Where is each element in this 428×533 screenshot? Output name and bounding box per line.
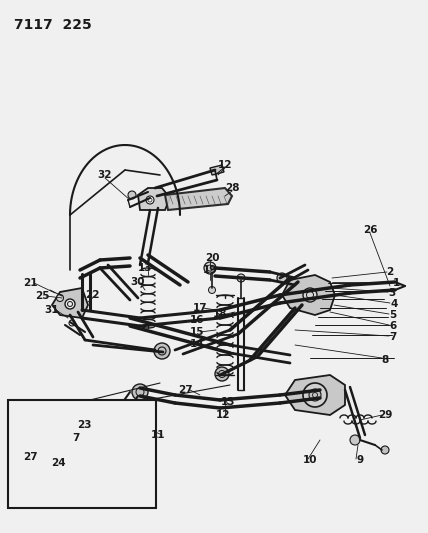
Circle shape (204, 262, 216, 274)
Circle shape (146, 196, 154, 204)
Polygon shape (210, 165, 224, 175)
Text: 6: 6 (389, 321, 397, 331)
Circle shape (129, 447, 137, 455)
Text: 2: 2 (386, 267, 394, 277)
Text: 13: 13 (138, 263, 152, 273)
Text: 7: 7 (72, 433, 80, 443)
Circle shape (65, 299, 75, 309)
Text: 18: 18 (213, 309, 227, 319)
Circle shape (208, 287, 216, 294)
Text: 23: 23 (77, 420, 91, 430)
Text: 29: 29 (378, 410, 392, 420)
Polygon shape (62, 416, 100, 455)
Text: 10: 10 (303, 455, 317, 465)
Circle shape (71, 418, 78, 425)
Text: 11: 11 (151, 430, 165, 440)
Circle shape (237, 274, 245, 282)
Circle shape (350, 435, 360, 445)
Text: 25: 25 (35, 291, 49, 301)
Polygon shape (52, 288, 88, 318)
Polygon shape (282, 275, 335, 315)
Text: 27: 27 (23, 452, 37, 462)
Bar (8, 400, 156, 508)
Circle shape (109, 416, 121, 428)
Text: 20: 20 (205, 253, 219, 263)
Text: 22: 22 (85, 290, 99, 300)
Circle shape (154, 343, 170, 359)
Text: 15: 15 (190, 327, 204, 337)
Text: 28: 28 (225, 183, 239, 193)
Text: 19: 19 (203, 265, 217, 275)
Circle shape (309, 389, 321, 401)
Text: 7117  225: 7117 225 (14, 18, 92, 32)
Circle shape (277, 273, 287, 283)
Text: 27: 27 (178, 385, 192, 395)
Circle shape (313, 387, 327, 401)
Text: 32: 32 (98, 170, 112, 180)
Text: 12: 12 (218, 160, 232, 170)
Circle shape (56, 295, 63, 302)
Circle shape (128, 191, 136, 199)
Text: 7: 7 (389, 332, 397, 342)
Text: 5: 5 (389, 310, 397, 320)
Text: 8: 8 (381, 355, 389, 365)
Text: 31: 31 (45, 305, 59, 315)
Text: 30: 30 (131, 277, 145, 287)
Circle shape (303, 288, 317, 302)
Circle shape (381, 446, 389, 454)
Text: 26: 26 (363, 225, 377, 235)
Text: 14: 14 (190, 339, 204, 349)
Text: 21: 21 (23, 278, 37, 288)
Circle shape (127, 411, 134, 418)
Text: 9: 9 (357, 455, 363, 465)
Text: 4: 4 (390, 299, 398, 309)
Text: 13: 13 (221, 397, 235, 407)
Circle shape (38, 418, 66, 446)
Circle shape (215, 367, 229, 381)
Text: 17: 17 (193, 303, 207, 313)
Text: 16: 16 (190, 315, 204, 325)
Text: 3: 3 (388, 288, 395, 298)
Polygon shape (138, 188, 170, 210)
Circle shape (303, 383, 327, 407)
Polygon shape (285, 375, 345, 415)
Circle shape (132, 384, 148, 400)
Circle shape (84, 434, 92, 441)
Polygon shape (165, 188, 232, 210)
Text: 12: 12 (216, 410, 230, 420)
Circle shape (45, 425, 59, 439)
Text: 24: 24 (51, 458, 65, 468)
Text: 1: 1 (392, 278, 400, 288)
Polygon shape (20, 410, 75, 452)
